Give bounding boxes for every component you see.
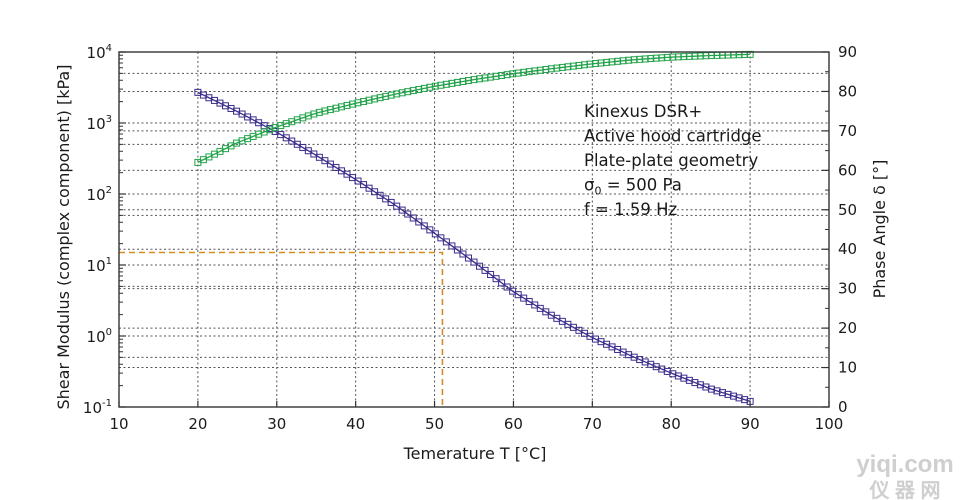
- right-tick-label: 60: [838, 161, 857, 179]
- right-tick-label: 0: [838, 398, 848, 416]
- series-line: [197, 91, 751, 402]
- data-point: [509, 287, 517, 295]
- data-point: [476, 262, 484, 270]
- data-point: [365, 184, 373, 192]
- data-point: [398, 206, 406, 214]
- annotation-line: f = 1.59 Hz: [584, 200, 677, 219]
- data-point: [464, 254, 472, 262]
- data-point: [470, 258, 478, 266]
- data-point: [442, 238, 450, 246]
- right-tick-label: 20: [838, 319, 857, 337]
- right-tick-label: 50: [838, 201, 857, 219]
- left-tick-label: 103: [87, 114, 112, 133]
- left-axis-title: Shear Modulus (complex component) [kPa]: [54, 65, 73, 410]
- annotation-box: Kinexus DSR+ Active hood cartridge Plate-p…: [584, 102, 762, 219]
- data-series: [194, 50, 754, 405]
- watermark-subtext: 仪 器 网: [868, 479, 940, 500]
- left-tick-label: 100: [87, 327, 112, 346]
- series-1: [194, 88, 754, 405]
- watermark-text: yiqi.com: [856, 451, 953, 478]
- data-point: [393, 202, 401, 210]
- data-point: [371, 188, 379, 196]
- left-tick-label: 101: [87, 256, 112, 275]
- reference-line: [119, 251, 444, 407]
- data-point: [420, 222, 428, 230]
- data-point: [360, 181, 368, 189]
- data-point: [481, 266, 489, 274]
- data-point: [459, 250, 467, 258]
- left-axis-ticks: 10-1 100 101 102 103 104: [83, 43, 126, 417]
- left-tick-label: 10-1: [83, 398, 112, 417]
- x-tick-label: 50: [425, 415, 444, 433]
- annotation-line: Kinexus DSR+: [584, 102, 702, 121]
- x-axis-title: Temerature T [°C]: [403, 444, 547, 463]
- left-tick-label: 102: [87, 185, 112, 204]
- data-point: [404, 210, 412, 218]
- data-point: [426, 226, 434, 234]
- right-tick-label: 70: [838, 122, 857, 140]
- right-tick-label: 30: [838, 280, 857, 298]
- data-point: [387, 198, 395, 206]
- reference-dashed-line: [119, 251, 444, 407]
- x-tick-label: 10: [109, 415, 128, 433]
- x-tick-label: 100: [815, 415, 844, 433]
- data-point: [409, 214, 417, 222]
- data-point: [437, 234, 445, 242]
- left-tick-label: 104: [87, 43, 112, 62]
- grid-lines: [118, 51, 830, 408]
- right-tick-label: 10: [838, 359, 857, 377]
- data-point: [453, 246, 461, 254]
- data-point: [376, 191, 384, 199]
- data-point: [354, 177, 362, 185]
- series-line: [197, 53, 751, 164]
- x-tick-label: 20: [188, 415, 207, 433]
- data-point: [448, 242, 456, 250]
- right-tick-label: 80: [838, 82, 857, 100]
- annotation-line: Active hood cartridge: [584, 127, 762, 146]
- right-tick-label: 90: [838, 43, 857, 61]
- x-tick-label: 70: [583, 415, 602, 433]
- x-axis-ticks: 10 20 30 40 50 60 70 80 90 100: [109, 401, 843, 433]
- annotation-line: Plate-plate geometry: [584, 151, 758, 170]
- right-axis-ticks: 0 10 20 30 40 50 60 70 80 90: [822, 43, 857, 416]
- x-tick-label: 30: [267, 415, 286, 433]
- right-tick-label: 40: [838, 240, 857, 258]
- data-point: [382, 195, 390, 203]
- series-2: [194, 50, 754, 166]
- x-tick-label: 40: [346, 415, 365, 433]
- x-tick-label: 90: [741, 415, 760, 433]
- data-point: [487, 271, 495, 279]
- x-tick-label: 80: [662, 415, 681, 433]
- annotation-line: σ0 = 500 Pa: [584, 176, 682, 198]
- data-point: [415, 218, 423, 226]
- data-point: [498, 279, 506, 287]
- data-point: [503, 283, 511, 291]
- data-point: [431, 230, 439, 238]
- data-point: [492, 275, 500, 283]
- x-tick-label: 60: [504, 415, 523, 433]
- right-axis-title: Phase Angle δ [°]: [870, 160, 889, 299]
